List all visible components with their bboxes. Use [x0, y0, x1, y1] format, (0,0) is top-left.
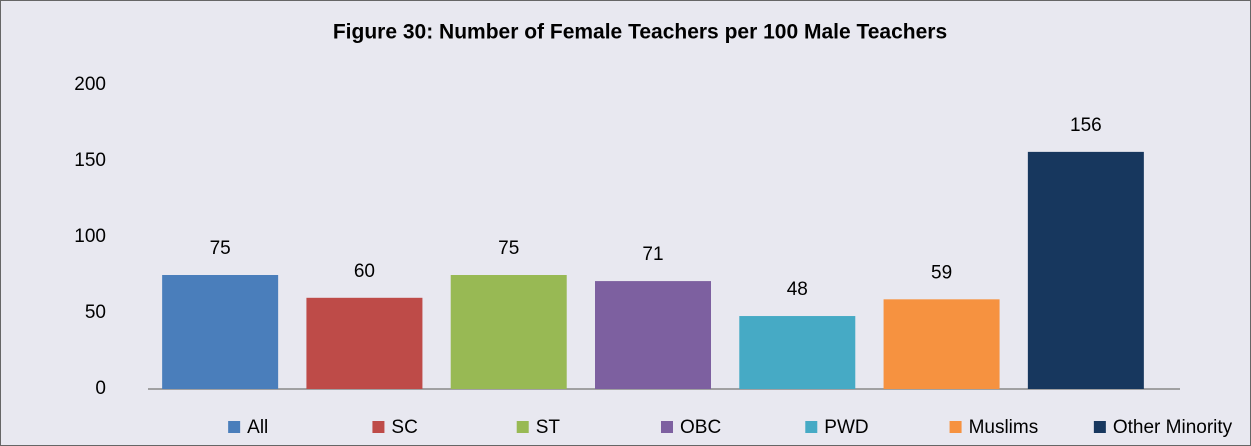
bar: [162, 275, 279, 389]
bar: [883, 299, 1000, 389]
bar: [739, 316, 856, 389]
legend-swatch: [372, 421, 385, 433]
legend-swatch: [661, 421, 673, 433]
bar: [450, 275, 567, 389]
data-label: 48: [787, 279, 808, 300]
y-tick-label: 100: [74, 226, 106, 247]
y-tick-label: 200: [74, 74, 106, 95]
legend-swatch: [805, 421, 818, 433]
y-tick-label: 50: [85, 302, 106, 323]
legend-label: OBC: [680, 417, 721, 438]
chart-title: Figure 30: Number of Female Teachers per…: [333, 21, 947, 44]
bar: [306, 297, 423, 389]
data-label: 156: [1070, 115, 1102, 136]
legend-swatch: [228, 421, 241, 433]
data-label: 75: [498, 238, 519, 259]
legend-label: SC: [391, 417, 417, 438]
legend-label: Other Minority: [1113, 417, 1233, 438]
legend-swatch: [1093, 421, 1106, 433]
data-label: 75: [210, 238, 231, 259]
legend-swatch: [949, 421, 962, 433]
legend-label: All: [247, 417, 268, 438]
y-tick-label: 150: [74, 150, 106, 171]
legend-label: ST: [536, 417, 561, 438]
data-label: 60: [354, 261, 375, 282]
legend-swatch: [516, 421, 529, 433]
data-label: 59: [931, 262, 952, 283]
legend-label: Muslims: [969, 417, 1039, 438]
bar: [1027, 151, 1144, 389]
legend-label: PWD: [824, 417, 868, 438]
bar: [595, 281, 711, 389]
data-label: 71: [642, 244, 663, 265]
y-tick-label: 0: [95, 378, 106, 399]
